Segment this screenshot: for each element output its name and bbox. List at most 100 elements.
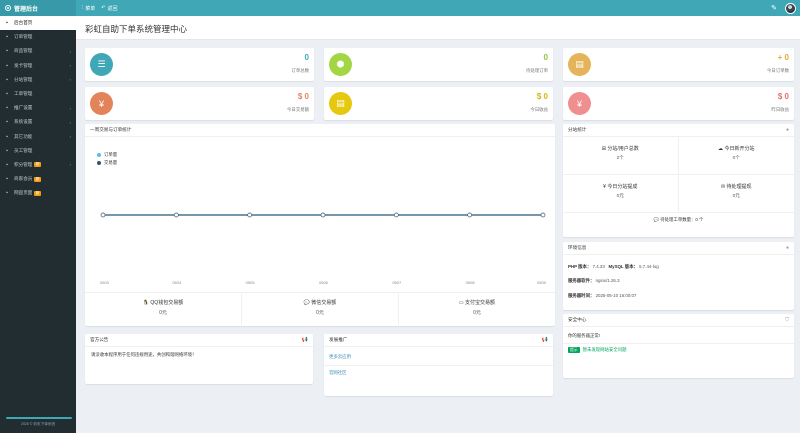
new-badge: 新 [34,162,41,168]
security-tip: 提示 暂未发现网站安全问题 [568,347,627,353]
legend-item-trades[interactable]: 交易量 [97,160,117,166]
php-version-value: 7.4.33 [592,264,605,269]
x-tick-label: 0505 [246,280,256,285]
sidebar-item-9[interactable]: ▪ 员工管理 [0,144,76,158]
main-content: 彩虹自助下单系统管理中心 ☰ 0 订单总数 ⬢ 0 待处理订单 ▤ + 0 今日订单数 ¥ $ 0 今… [76,16,800,433]
mysql-version-value: 5.7.44-log [639,264,659,269]
menu-toggle-button[interactable]: ⫶ 菜单 [82,5,95,12]
stat-card-1[interactable]: ⬢ 0 待处理订单 [324,48,553,81]
alipay-icon: ▭ [458,300,464,306]
list-icon: ☰ [90,53,113,76]
stat-card-0[interactable]: ☰ 0 订单总数 [85,48,314,81]
sidebar-item-7[interactable]: ▪ 系统设置 ‹ [0,115,76,129]
wrench-icon[interactable]: ✎ [771,5,777,12]
new-badge: 新 [34,190,41,196]
puzzle-icon: ▪ [6,133,8,140]
stat-card-2[interactable]: ▤ + 0 今日订单数 [563,48,794,81]
coin-icon: ▪ [6,161,8,168]
payment-label: QQ钱包交易额 [150,300,184,306]
sidebar-item-8[interactable]: ▪ 其它功能 ‹ [0,130,76,144]
substation-cell-3: ✉ 待处理提现 0元 [678,175,794,213]
sidebar-item-2[interactable]: ▪ 商品管理 ‹ [0,44,76,58]
sidebar-item-label: 员工管理 [14,147,33,153]
security-header: 安全中心 ⛉ [563,314,794,327]
data-point[interactable] [247,212,253,218]
bullhorn-icon: 📢 [541,337,548,343]
security-tip-text: 暂未发现网站安全问题 [582,347,627,352]
stat-value: $ 0 [777,92,789,101]
briefcase-icon: ▤ [329,92,352,115]
payment-cell-2: ▭ 支付宝交易额 0元 [399,293,555,325]
briefcase-icon: ▤ [568,53,591,76]
brand[interactable]: 管理后台 [0,0,76,16]
legend-swatch-trades [97,161,101,165]
comment-icon: 💬 [653,217,660,222]
chart-panel-header: 一周交易与订单统计 [85,124,555,137]
sidebar-item-4[interactable]: ▪ 分站管理 ‹ [0,73,76,87]
new-badge: 新 [34,176,41,182]
security-status: 你的服务器正常! [568,333,600,338]
payment-cell-0: 🐧 QQ钱包交易额 0元 [85,293,242,325]
sidebar-item-1[interactable]: ▪ 订单管理 [0,30,76,44]
yen-icon: ¥ [568,92,591,115]
substation-label: 分站/用户总数 [607,146,639,152]
pending-tickets[interactable]: 💬 待处理工单数量：0 个 [563,217,794,223]
substation-label: 待处理提现 [726,184,752,190]
chart-panel-title: 一周交易与订单统计 [90,127,132,132]
yen-icon: ¥ [90,92,113,115]
sidebar-item-12[interactable]: ▪ 网盘页面新 [0,186,76,200]
x-tick-label: 0508 [466,280,476,285]
inbox-icon: ✉ [720,184,726,190]
announcement-title: 官方公告 [90,337,109,342]
substation-value: 0个 [732,155,740,160]
chevron-left-icon: ‹ [69,119,71,125]
page-title: 彩虹自助下单系统管理中心 [85,24,188,34]
data-point[interactable] [100,212,106,218]
data-point[interactable] [540,212,546,218]
promotion-link-1[interactable]: 更多云应用 [329,354,351,359]
data-point[interactable] [393,212,399,218]
list-icon: ▪ [6,34,8,41]
sidebar-item-5[interactable]: ▪ 工单管理 [0,87,76,101]
sidebar-item-label: 分站管理 [14,76,33,82]
sidebar-item-label: 其它功能 [14,133,33,139]
data-point[interactable] [173,212,179,218]
avatar[interactable] [785,2,796,14]
security-title: 安全中心 [568,317,587,322]
chevron-left-icon: ‹ [69,48,71,54]
info-icon[interactable]: ● [785,127,789,133]
stat-card-4[interactable]: ▤ $ 0 今日收益 [324,87,553,120]
sidebar-item-11[interactable]: ▪ 商家会员新 [0,172,76,186]
sidebar-item-label: 商品管理 [14,48,33,54]
sidebar-item-label: 后台首页 [14,20,33,26]
home-icon: ▪ [6,20,8,27]
data-point[interactable] [320,212,326,218]
promotion-link-2[interactable]: 官网社区 [329,370,347,375]
sidebar-item-10[interactable]: ▪ 积分管理新 ‹ [0,158,76,172]
sidebar-item-label: 推广设置 [14,105,33,111]
sidebar-item-3[interactable]: ▪ 发卡管理 ‹ [0,59,76,73]
stat-label: 昨日收益 [771,107,789,112]
chevron-left-icon: ‹ [69,105,71,111]
sidebar-item-label: 系统设置 [14,119,33,125]
stat-value: + 0 [777,53,789,62]
sidebar: ▪ 后台首页 ▪ 订单管理 ▪ 商品管理 ‹ ▪ 发卡管理 ‹ ▪ 分站管理 ‹ ▪ 工单管理 ▪ 推广设置 ‹ ▪… [0,16,76,433]
sidebar-item-label: 工单管理 [14,91,33,97]
back-label: 返回 [107,5,118,12]
sidebar-item-label: 网盘页面 [14,190,33,196]
line-chart: 0503 0504 0505 0506 0507 0508 0509 [100,212,547,285]
stat-card-5[interactable]: ¥ $ 0 昨日收益 [563,87,794,120]
x-tick-label: 0507 [392,280,402,285]
substation-panel: 分站统计 ● ⊞ 分站/用户总数 2个 ☁ 今日新开分站 0个 ¥ 今日分站提成 0元 ✉ … [563,124,794,237]
legend-item-orders[interactable]: 订单量 [97,152,117,158]
sidebar-item-0[interactable]: ▪ 后台首页 [0,16,76,31]
info-icon[interactable]: ● [785,245,789,251]
back-button[interactable]: ↶ 返回 [101,5,117,12]
stat-card-3[interactable]: ¥ $ 0 今日交易额 [85,87,314,120]
sidebar-item-label: 商家会员 [14,176,33,182]
data-point[interactable] [467,212,473,218]
sidebar-item-6[interactable]: ▪ 推广设置 ‹ [0,101,76,115]
gear-icon: ▪ [6,119,8,126]
substation-header: 分站统计 ● [563,124,794,137]
announcement-text: 请没收本程序用于任何违规用途，共创和谐网络环境！ [91,352,197,357]
